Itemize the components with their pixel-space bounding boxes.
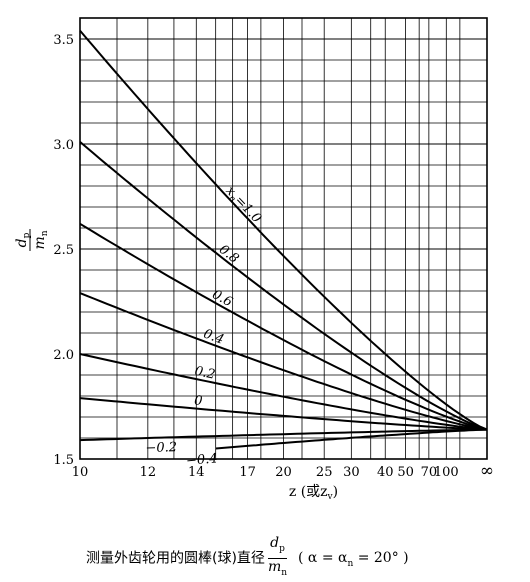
- series-label: 0: [194, 393, 204, 409]
- series-lines: [79, 29, 488, 450]
- y-axis-title-numerator: dp: [14, 232, 32, 247]
- y-tick-label: 2.0: [53, 348, 74, 363]
- grid-minor: [79, 18, 487, 459]
- x-tick-label: 70: [421, 465, 438, 480]
- chart-area: xn=1.0 0.8 0.6 0.4 0.2 0 −0.2 −0.4 10 12 14 17 20 25…: [14, 17, 494, 502]
- y-axis-title-denominator: mn: [32, 230, 50, 249]
- caption-frac-den: m: [267, 558, 282, 575]
- series-line: [79, 292, 488, 431]
- x-tick-label: 20: [275, 465, 292, 480]
- y-tick-label: 2.5: [53, 243, 74, 258]
- x-axis-title-sub: v: [327, 492, 334, 502]
- x-tick-label: 10: [72, 465, 89, 480]
- grid-major: [80, 38, 487, 355]
- series-line: [79, 397, 488, 431]
- caption-condition: ( α = αn = 20° ): [298, 550, 409, 570]
- y-tick-label: 3.0: [53, 138, 74, 153]
- caption-condition-sub: n: [347, 559, 354, 570]
- y-tick-label: 1.5: [53, 453, 74, 468]
- x-tick-label: 50: [397, 465, 414, 480]
- y-tick-label: 3.5: [53, 33, 74, 48]
- caption-condition-tail: = 20° ): [353, 550, 409, 567]
- y-axis-title-den-sub: n: [40, 230, 50, 236]
- series-label: xn=1.0: [221, 183, 264, 227]
- x-tick-label: ∞: [480, 461, 494, 481]
- series-label-sub: n: [226, 194, 237, 205]
- caption-fraction: dp mn: [267, 535, 288, 582]
- x-axis-title: z (或zv): [289, 484, 338, 502]
- series-label: −0.4: [185, 451, 218, 469]
- caption-frac-den-sub: n: [281, 567, 288, 578]
- figure-caption: 测量外齿轮用的圆棒(球)直径 dp mn( α = αn = 20° ): [86, 535, 409, 582]
- x-tick-label: 40: [377, 465, 394, 480]
- series-label: 0.8: [216, 242, 242, 267]
- series-line: [79, 29, 488, 431]
- x-tick-label: 17: [239, 465, 256, 480]
- caption-text: 测量外齿轮用的圆棒(球)直径: [86, 550, 265, 567]
- x-tick-label: 14: [188, 465, 205, 480]
- series-label: −0.2: [145, 440, 177, 456]
- series-label: 0.2: [193, 364, 216, 383]
- plot-frame: [79, 17, 488, 460]
- caption-condition-text: ( α = α: [298, 550, 348, 567]
- y-tick-labels: 1.5 2.0 2.5 3.0 3.5: [53, 33, 74, 468]
- series-line: [79, 222, 488, 431]
- series-line: [215, 428, 488, 450]
- series-label: 0.4: [201, 327, 226, 348]
- x-tick-label: 30: [343, 465, 360, 480]
- x-axis-title-close: ): [333, 484, 338, 500]
- series-line: [79, 141, 488, 431]
- x-tick-label: 25: [316, 465, 333, 480]
- caption-frac-num: d: [270, 535, 280, 551]
- caption-frac-num-sub: p: [279, 543, 285, 554]
- x-tick-label: 12: [140, 465, 157, 480]
- y-axis-title-num-sub: p: [22, 232, 32, 238]
- series-label: 0.6: [209, 287, 234, 310]
- series-line: [79, 428, 488, 442]
- series-line: [79, 353, 488, 431]
- x-tick-label: 100: [434, 465, 459, 480]
